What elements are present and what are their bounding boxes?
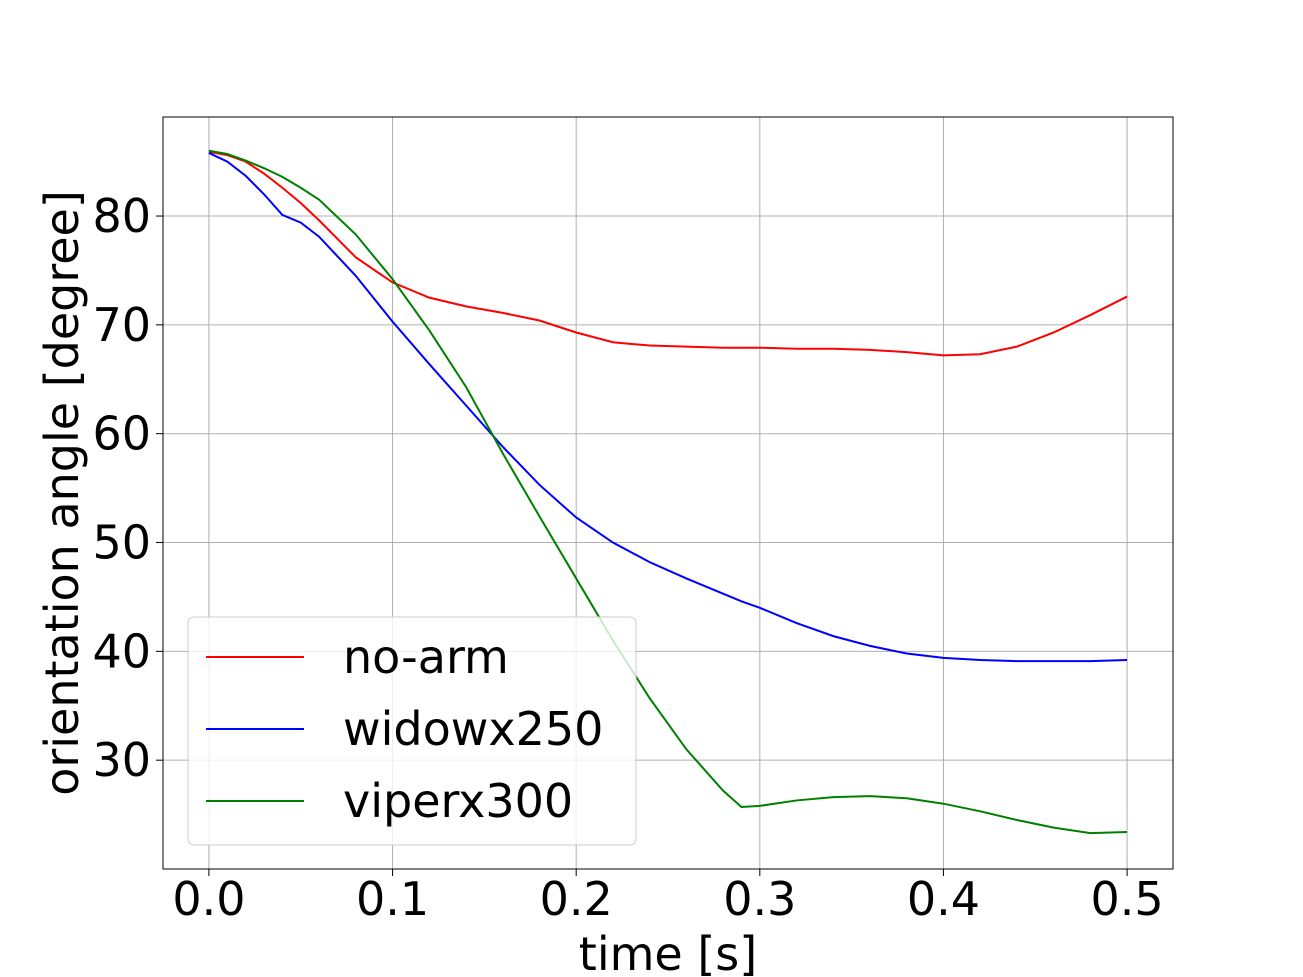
x-axis-label: time [s] xyxy=(579,927,757,977)
x-tick-label: 0.2 xyxy=(540,872,613,926)
y-tick-label: 80 xyxy=(92,189,151,243)
y-tick-label: 30 xyxy=(92,733,151,787)
x-tick-label: 0.4 xyxy=(907,872,980,926)
x-tick-label: 0.3 xyxy=(723,872,796,926)
legend-box xyxy=(187,616,637,846)
y-axis-label: orientation angle [degree] xyxy=(35,190,89,796)
y-tick-label: 60 xyxy=(92,407,151,461)
legend-label: widowx250 xyxy=(343,702,603,756)
legend-label: no-arm xyxy=(343,630,509,684)
x-tick-label: 0.0 xyxy=(172,872,245,926)
x-tick-label: 0.1 xyxy=(356,872,429,926)
y-tick-label: 50 xyxy=(92,516,151,570)
y-tick-label: 40 xyxy=(92,624,151,678)
x-tick-label: 0.5 xyxy=(1091,872,1164,926)
y-tick-label: 70 xyxy=(92,298,151,352)
plot-frame xyxy=(162,116,1174,870)
series-line xyxy=(208,150,1128,357)
legend-label: viperx300 xyxy=(343,774,573,828)
series-line xyxy=(208,152,1128,663)
